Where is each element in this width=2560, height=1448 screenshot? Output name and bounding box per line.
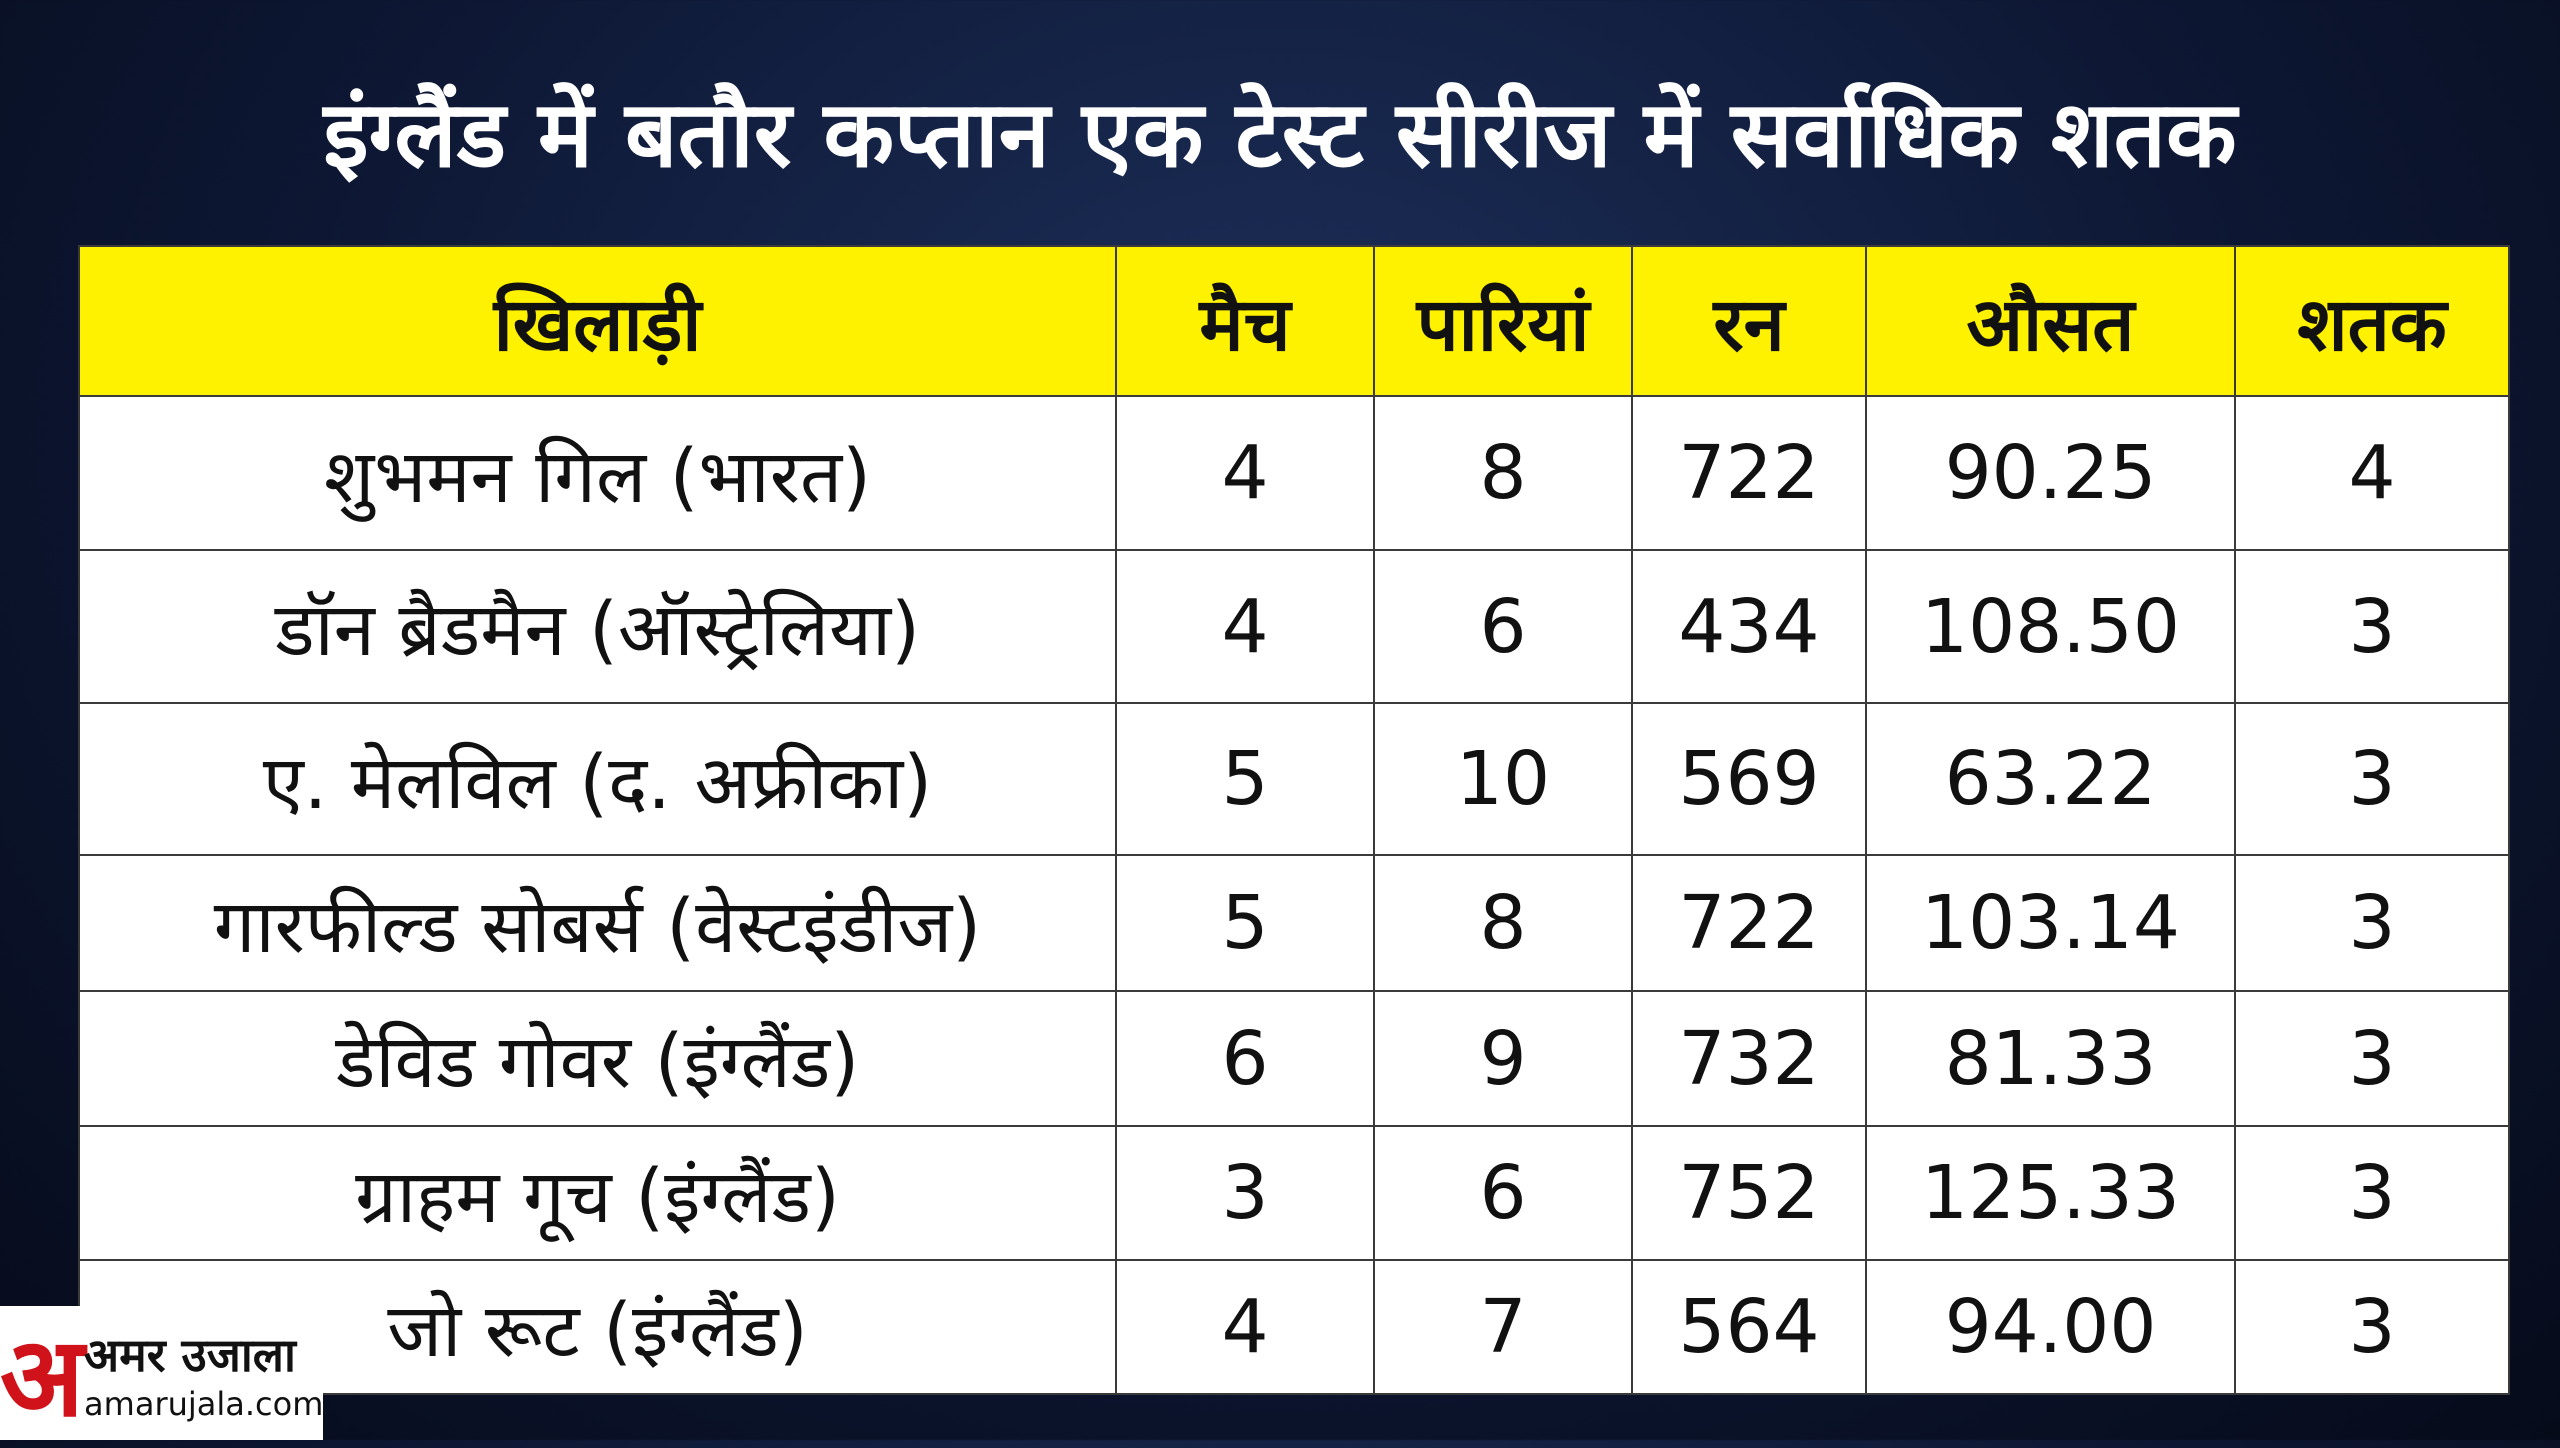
header-cell: रन <box>1631 245 1867 397</box>
table-cell: 5 <box>1115 702 1375 856</box>
header-cell: औसत <box>1865 245 2236 397</box>
table-cell: ए. मेलविल (द. अफ्रीका) <box>78 702 1117 856</box>
table-cell: 6 <box>1373 1125 1633 1261</box>
table-cell: 81.33 <box>1865 990 2236 1127</box>
header-cell: पारियां <box>1373 245 1633 397</box>
table-cell: ग्राहम गूच (इंग्लैंड) <box>78 1125 1117 1261</box>
table-cell: 722 <box>1631 854 1867 992</box>
table-cell: 722 <box>1631 395 1867 551</box>
table-cell: 108.50 <box>1865 549 2236 704</box>
logo: अ अमर उजाला amarujala.com <box>0 1306 323 1441</box>
table-cell: 3 <box>2234 702 2510 856</box>
table-cell: 3 <box>2234 854 2510 992</box>
table-cell: 752 <box>1631 1125 1867 1261</box>
table-cell: 5 <box>1115 854 1375 992</box>
table-cell: 10 <box>1373 702 1633 856</box>
table-cell: 90.25 <box>1865 395 2236 551</box>
table-cell: 8 <box>1373 854 1633 992</box>
table-cell: 3 <box>2234 990 2510 1127</box>
table-cell: 4 <box>1115 395 1375 551</box>
header-cell: खिलाड़ी <box>78 245 1117 397</box>
table-cell: 4 <box>2234 395 2510 551</box>
table-cell: 7 <box>1373 1259 1633 1395</box>
table-cell: 4 <box>1115 549 1375 704</box>
table-cell: 125.33 <box>1865 1125 2236 1261</box>
table-cell: 4 <box>1115 1259 1375 1395</box>
table-cell: 8 <box>1373 395 1633 551</box>
table-cell: 434 <box>1631 549 1867 704</box>
table-cell: शुभमन गिल (भारत) <box>78 395 1117 551</box>
table-cell: डेविड गोवर (इंग्लैंड) <box>78 990 1117 1127</box>
header-cell: मैच <box>1115 245 1375 397</box>
table-cell: 732 <box>1631 990 1867 1127</box>
table-cell: 94.00 <box>1865 1259 2236 1395</box>
table-cell: 63.22 <box>1865 702 2236 856</box>
logo-mark: अ <box>0 1313 85 1441</box>
table-cell: गारफील्ड सोबर्स (वेस्टइंडीज) <box>78 854 1117 992</box>
table-cell: 6 <box>1115 990 1375 1127</box>
table-cell: 3 <box>2234 549 2510 704</box>
table-cell: 564 <box>1631 1259 1867 1395</box>
table-cell: 9 <box>1373 990 1633 1127</box>
table-cell: 3 <box>2234 1125 2510 1261</box>
table-cell: 569 <box>1631 702 1867 856</box>
table-cell: 3 <box>2234 1259 2510 1395</box>
header-cell: शतक <box>2234 245 2510 397</box>
title: इंग्लैंड में बतौर कप्तान एक टेस्ट सीरीज … <box>323 81 2237 188</box>
table-cell: 6 <box>1373 549 1633 704</box>
logo-name: अमर उजाला <box>84 1328 296 1382</box>
logo-text: अमर उजाला amarujala.com <box>84 1323 323 1423</box>
table-cell: 3 <box>1115 1125 1375 1261</box>
table-cell: डॉन ब्रैडमैन (ऑस्ट्रेलिया) <box>78 549 1117 704</box>
logo-url: amarujala.com <box>84 1385 324 1423</box>
table-cell: 103.14 <box>1865 854 2236 992</box>
